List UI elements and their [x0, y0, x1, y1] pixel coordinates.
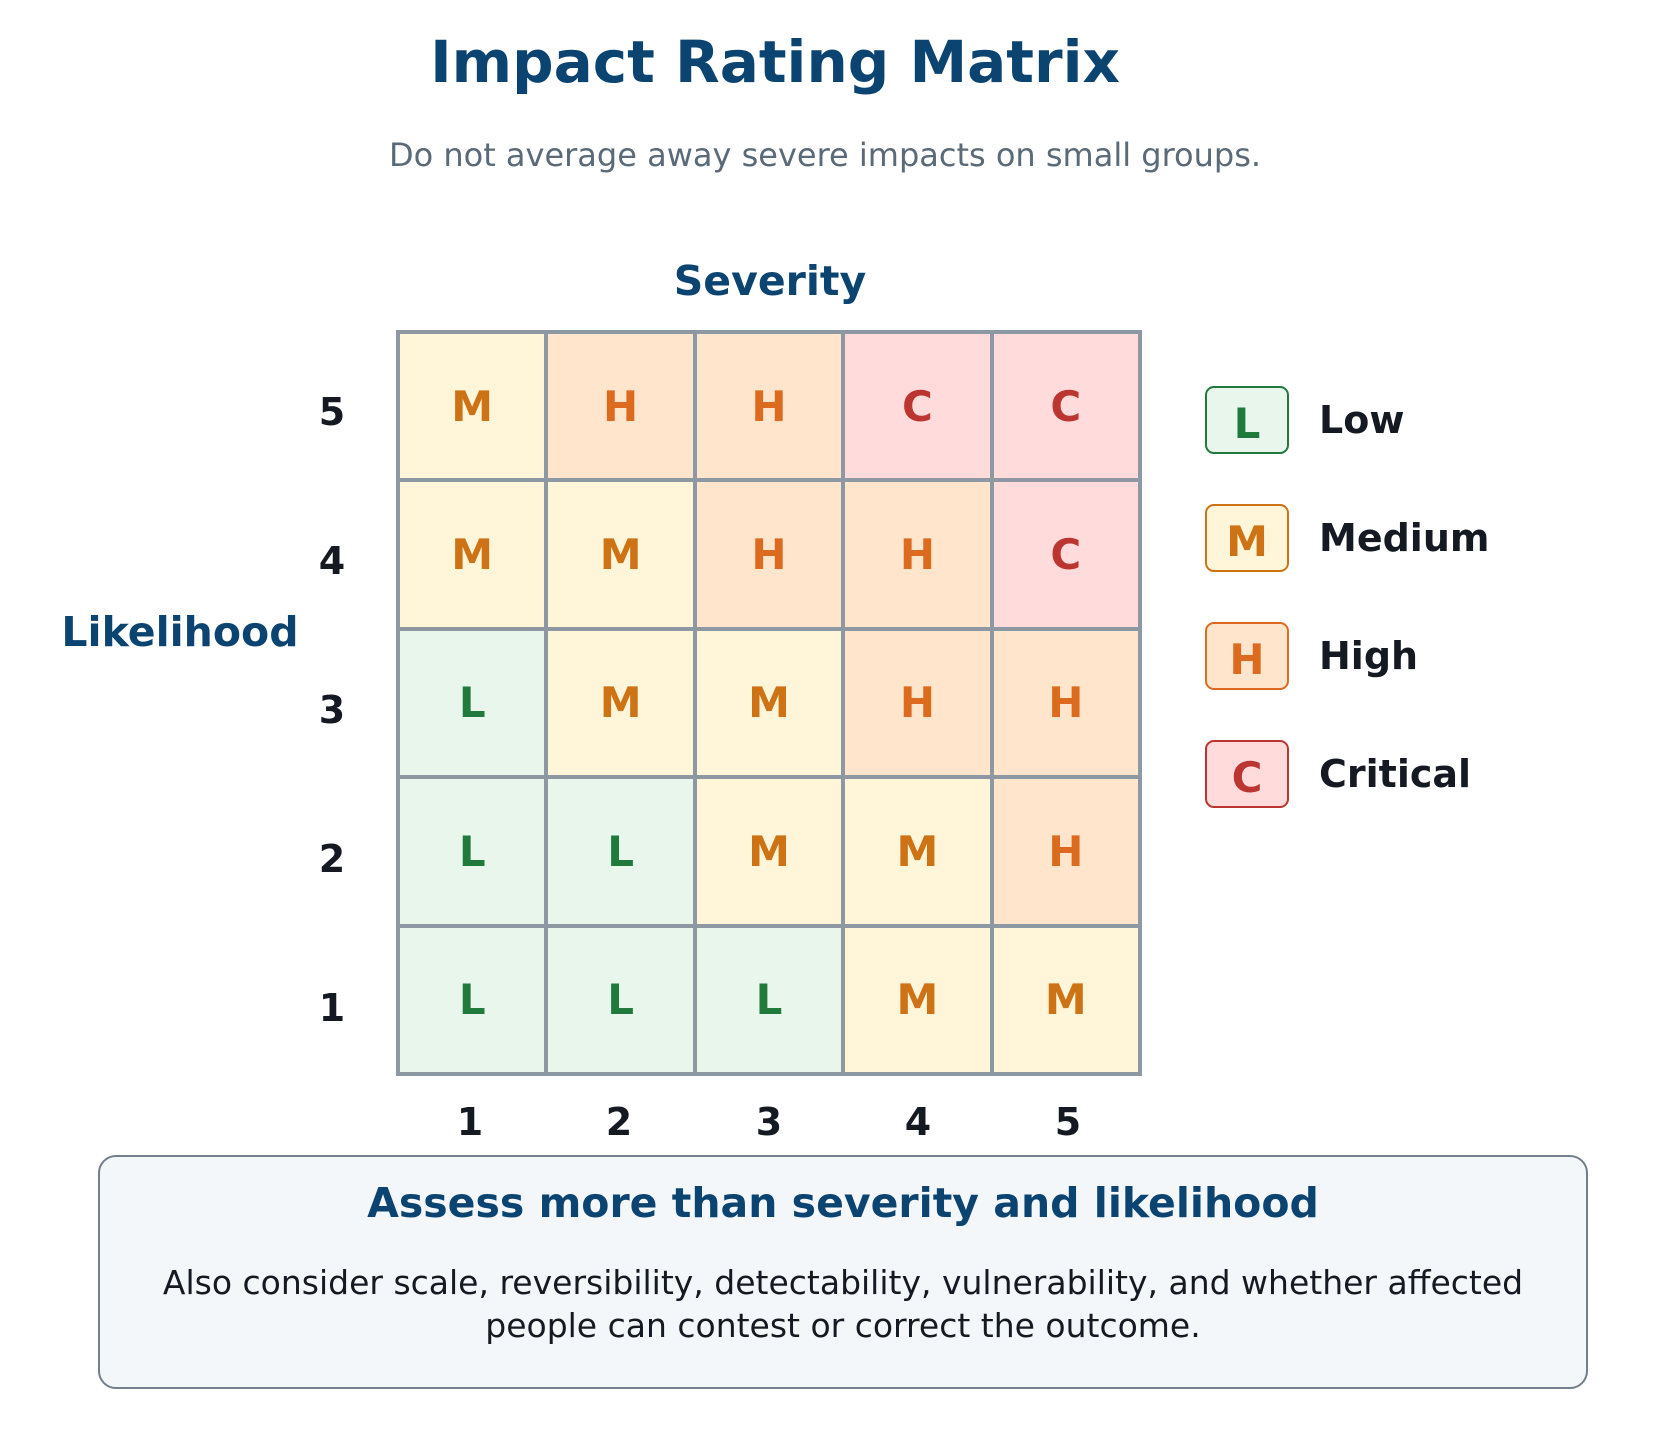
matrix-cell: M	[843, 925, 992, 1074]
legend-label: High	[1319, 634, 1419, 678]
matrix-cell: M	[398, 332, 547, 481]
matrix-cell: M	[546, 480, 695, 629]
legend-swatch: L	[1205, 386, 1289, 454]
severity-axis-title: Severity	[673, 257, 867, 305]
matrix-cell: H	[843, 480, 992, 629]
legend-label: Critical	[1319, 752, 1472, 796]
matrix-cell: M	[398, 480, 547, 629]
page-title: Impact Rating Matrix	[430, 28, 1120, 96]
page-subtitle: Do not average away severe impacts on sm…	[388, 136, 1262, 174]
matrix-cell: H	[991, 628, 1140, 778]
severity-tick-4: 4	[904, 1100, 932, 1144]
matrix-cell: M	[843, 777, 992, 926]
matrix-cell: L	[398, 925, 547, 1074]
matrix-cell: M	[694, 777, 844, 926]
likelihood-tick-3: 3	[318, 688, 346, 732]
legend-label: Low	[1319, 398, 1405, 442]
matrix-cell: L	[398, 777, 547, 926]
matrix-cell: H	[991, 777, 1140, 926]
likelihood-axis-title: Likelihood	[61, 608, 299, 656]
matrix-cell: M	[546, 628, 695, 778]
matrix-cell: H	[694, 480, 844, 629]
matrix-cell: L	[546, 925, 695, 1074]
severity-tick-5: 5	[1054, 1100, 1082, 1144]
likelihood-tick-2: 2	[318, 837, 346, 881]
legend-swatch: C	[1205, 740, 1289, 808]
matrix-cell: L	[546, 777, 695, 926]
matrix-cell: L	[694, 925, 844, 1074]
severity-tick-2: 2	[605, 1100, 633, 1144]
note-body: Also consider scale, reversibility, dete…	[162, 1263, 1524, 1345]
legend-swatch: M	[1205, 504, 1289, 572]
severity-tick-3: 3	[755, 1100, 783, 1144]
matrix-cell: C	[991, 480, 1140, 629]
matrix-cell: M	[694, 628, 844, 778]
matrix-cell: M	[991, 925, 1140, 1074]
matrix-cell: H	[843, 628, 992, 778]
matrix-cell: C	[991, 332, 1140, 481]
legend-swatch: H	[1205, 622, 1289, 690]
matrix-cell: H	[694, 332, 844, 481]
note-title: Assess more than severity and likelihood	[367, 1179, 1319, 1227]
legend-label: Medium	[1319, 516, 1490, 560]
assessment-note-box: Assess more than severity and likelihood…	[98, 1155, 1588, 1389]
matrix-cell: C	[843, 332, 992, 481]
matrix-cell: L	[398, 628, 547, 778]
matrix-cell: H	[546, 332, 695, 481]
likelihood-tick-1: 1	[318, 986, 346, 1030]
severity-tick-1: 1	[456, 1100, 484, 1144]
likelihood-tick-5: 5	[318, 390, 346, 434]
impact-matrix-grid: M H H C C M M H H C L M M H H L L M M H …	[396, 330, 1142, 1076]
likelihood-tick-4: 4	[318, 539, 346, 583]
